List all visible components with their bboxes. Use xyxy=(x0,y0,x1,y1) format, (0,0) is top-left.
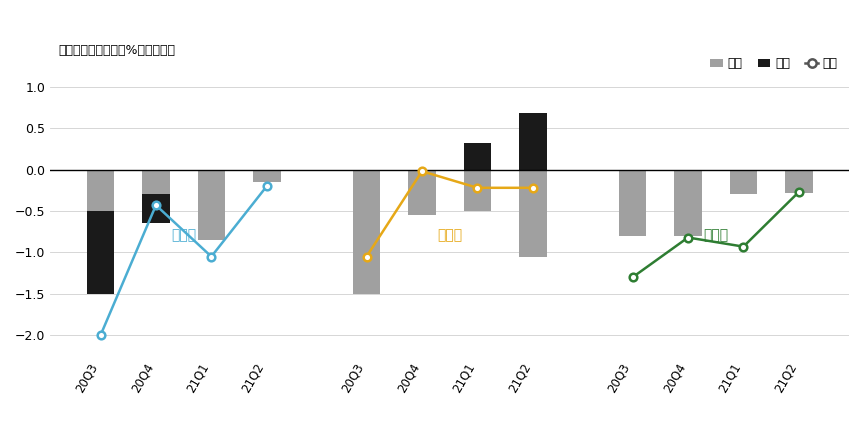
Bar xyxy=(674,170,702,236)
Bar xyxy=(353,170,380,294)
Text: 関西圏: 関西圏 xyxy=(437,228,462,242)
Bar xyxy=(464,143,492,170)
Bar xyxy=(785,170,813,193)
Text: 東海圏: 東海圏 xyxy=(703,228,728,242)
Bar xyxy=(86,170,114,294)
Bar xyxy=(142,170,170,194)
Bar xyxy=(198,170,226,240)
Bar xyxy=(464,170,492,211)
Bar xyxy=(408,170,435,215)
Bar xyxy=(519,113,547,170)
Legend: 建築, 設備, 総合: 建築, 設備, 総合 xyxy=(705,52,842,75)
Bar xyxy=(253,170,281,174)
Bar xyxy=(619,170,646,186)
Bar xyxy=(198,170,226,174)
Bar xyxy=(142,170,170,223)
Bar xyxy=(519,170,547,256)
Bar xyxy=(729,170,757,178)
Bar xyxy=(253,170,281,182)
Text: （前期比％、寄与度%ポイント）: （前期比％、寄与度%ポイント） xyxy=(59,44,175,58)
Text: 首都圏: 首都圏 xyxy=(171,228,196,242)
Bar xyxy=(353,170,380,232)
Bar xyxy=(674,170,702,182)
Bar xyxy=(86,170,114,211)
Bar xyxy=(785,170,813,174)
Bar xyxy=(619,170,646,236)
Bar xyxy=(729,170,757,194)
